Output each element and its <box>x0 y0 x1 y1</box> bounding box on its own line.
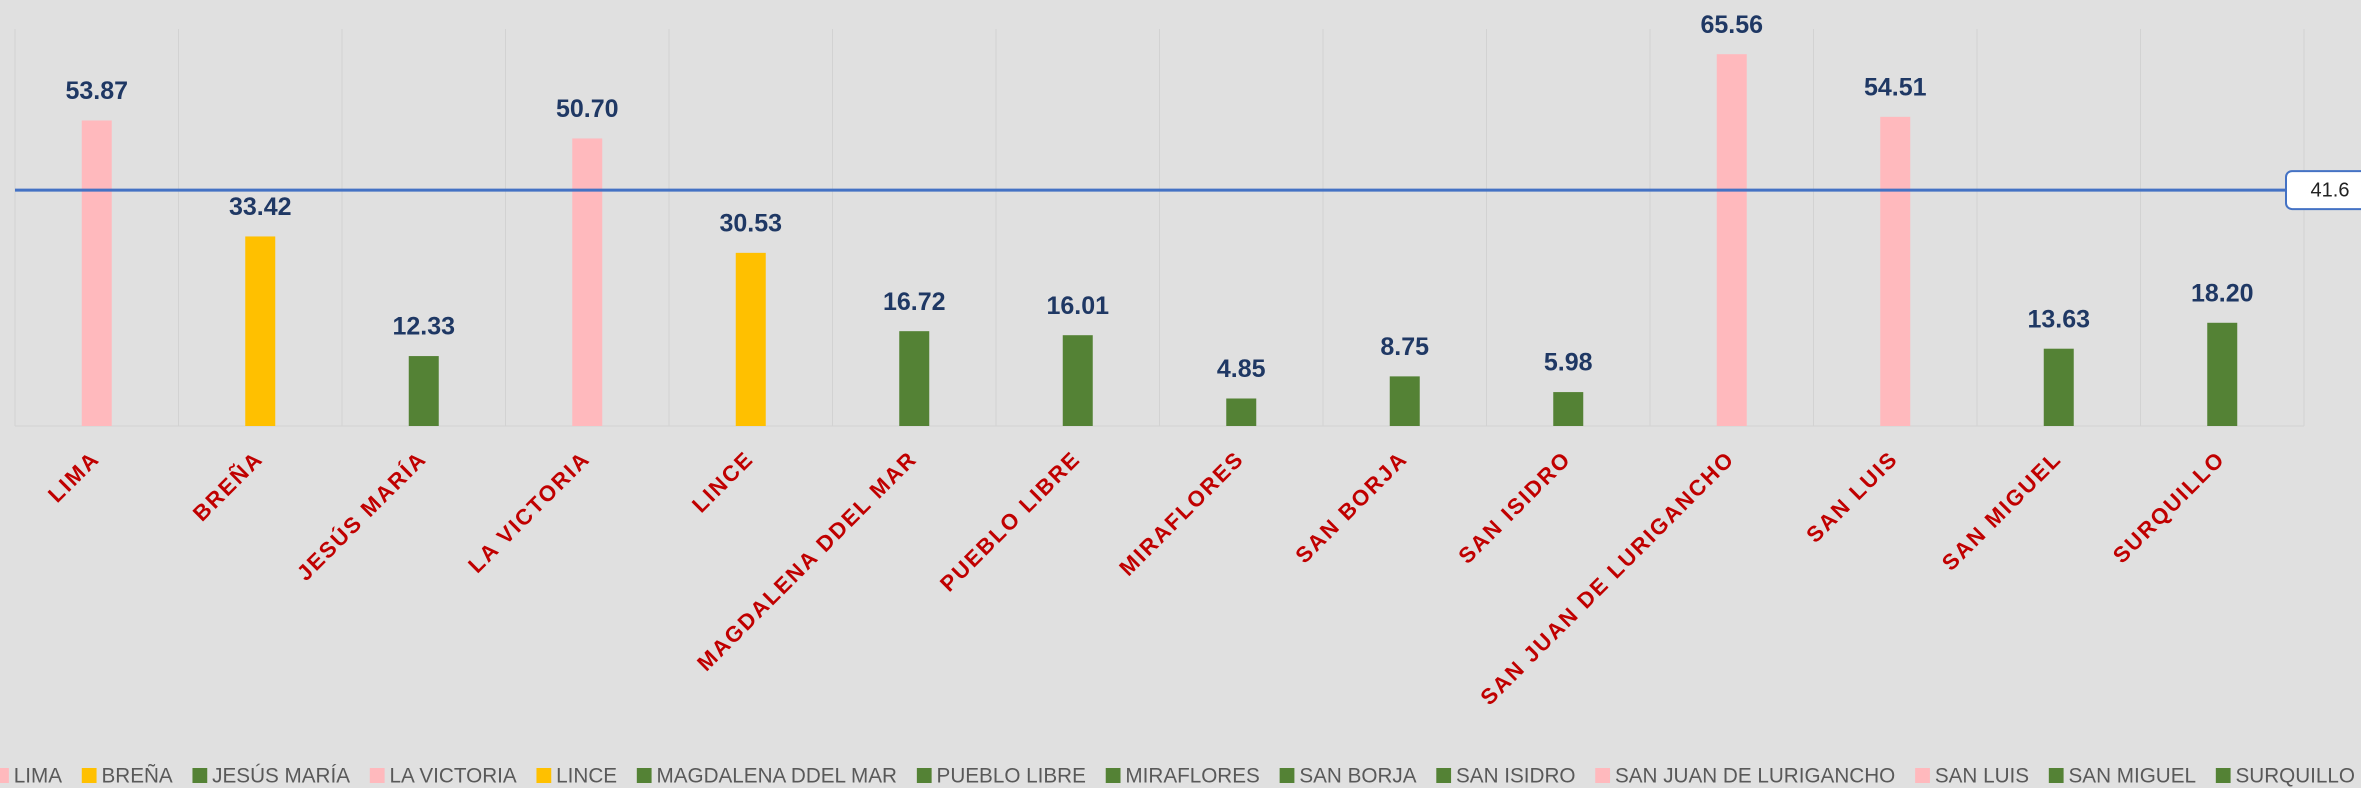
bar <box>2043 348 2074 426</box>
bar <box>572 138 603 427</box>
legend-swatch <box>1279 768 1295 783</box>
legend-label: JESÚS MARÍA <box>212 764 350 787</box>
x-tick-label: SAN JUAN DE LURIGANCHO <box>1475 446 1739 710</box>
bar <box>899 331 930 426</box>
value-label: 5.98 <box>1544 349 1593 377</box>
x-tick-label: BREÑA <box>188 446 268 526</box>
value-label: 53.87 <box>65 77 128 105</box>
legend-label: SAN MIGUEL <box>2069 764 2197 787</box>
legend-swatch <box>192 768 208 783</box>
reference-label-box <box>2285 170 2361 211</box>
value-label: 4.85 <box>1217 355 1266 383</box>
value-label: 12.33 <box>392 313 455 341</box>
legend-label: SAN ISIDRO <box>1456 764 1575 787</box>
bar <box>1553 392 1584 426</box>
x-tick-label: LA VICTORIA <box>463 446 595 578</box>
legend-swatch <box>636 768 652 783</box>
value-label: 54.51 <box>1864 73 1927 101</box>
value-label: 50.70 <box>556 95 619 123</box>
legend-swatch <box>536 768 552 783</box>
reference-label: 41.6 <box>2311 179 2350 201</box>
legend-label: SURQUILLO <box>2236 764 2355 787</box>
bar <box>2207 322 2238 426</box>
x-tick-label: SAN ISIDRO <box>1453 446 1576 569</box>
legend: LIMA BREÑA JESÚS MARÍA LA VICTORIA LINCE MAGD… <box>0 763 2355 788</box>
legend-label: SAN JUAN DE LURIGANCHO <box>1615 764 1895 787</box>
legend-label: LINCE <box>556 764 617 787</box>
x-tick-label: SAN LUIS <box>1801 446 1903 548</box>
value-label: 16.72 <box>883 288 946 316</box>
x-tick-label: SAN MIGUEL <box>1937 446 2066 575</box>
value-label: 18.20 <box>2191 279 2254 307</box>
x-tick-label: PUEBLO LIBRE <box>935 446 1085 596</box>
x-tick-label: SURQUILLO <box>2108 446 2230 568</box>
legend-label: SAN LUIS <box>1935 764 2029 787</box>
value-label: 65.56 <box>1700 11 1763 39</box>
legend-label: BREÑA <box>101 763 172 787</box>
bar <box>1226 398 1257 426</box>
x-tick-label: LINCE <box>687 446 758 517</box>
legend-swatch <box>369 768 385 783</box>
legend-swatch <box>81 768 97 783</box>
x-tick-label: SAN BORJA <box>1290 446 1412 568</box>
value-label: 16.01 <box>1046 292 1109 320</box>
legend-label: PUEBLO LIBRE <box>937 764 1086 787</box>
legend-label: SAN BORJA <box>1299 764 1416 787</box>
bar <box>1880 116 1911 426</box>
x-tick-label: MIRAFLORES <box>1114 446 1249 581</box>
bar <box>408 356 439 426</box>
legend-swatch <box>0 768 9 783</box>
bar <box>1389 376 1420 426</box>
legend-swatch <box>1436 768 1452 783</box>
x-tick-label: LIMA <box>43 446 104 507</box>
x-tick-label: JESÚS MARÍA <box>292 446 432 586</box>
legend-label: LA VICTORIA <box>390 764 517 787</box>
legend-swatch <box>1105 768 1121 783</box>
legend-label: LIMA <box>14 764 62 787</box>
bar <box>1062 335 1093 426</box>
legend-swatch <box>1915 768 1930 783</box>
legend-swatch <box>2048 768 2064 783</box>
bar <box>81 120 112 427</box>
legend-swatch <box>916 768 932 783</box>
value-label: 8.75 <box>1380 333 1429 361</box>
legend-swatch <box>1595 768 1611 783</box>
legend-label: MAGDALENA DDEL MAR <box>657 764 897 787</box>
value-label: 30.53 <box>719 209 782 237</box>
legend-label: MIRAFLORES <box>1125 764 1259 787</box>
legend-swatch <box>2215 768 2231 783</box>
value-label: 33.42 <box>229 193 292 221</box>
value-label: 13.63 <box>2027 305 2090 333</box>
bar <box>245 236 276 426</box>
bar <box>735 252 766 426</box>
bar <box>1716 54 1747 426</box>
